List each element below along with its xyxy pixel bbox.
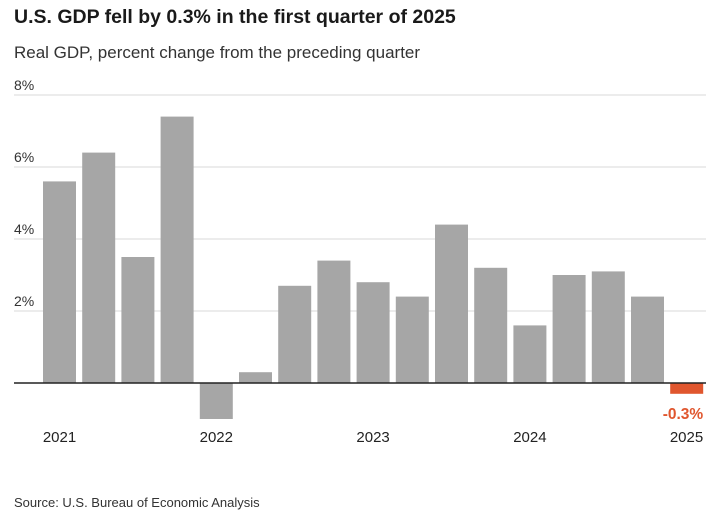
bar-2022-q1 [199, 383, 233, 419]
bar-2024-q4 [631, 296, 664, 383]
bar-2024-q3 [591, 271, 625, 383]
bar-2022-q2 [239, 372, 272, 383]
bar-2023-q1 [356, 282, 390, 383]
bar-2023-q2 [395, 296, 429, 383]
bar-2021-q4 [160, 116, 194, 383]
bars [14, 116, 706, 419]
source-note: Source: U.S. Bureau of Economic Analysis [14, 495, 260, 510]
x-tick-label-2021: 2021 [43, 429, 76, 446]
x-tick-label-2023: 2023 [356, 429, 389, 446]
bar-2025-q1 [670, 383, 704, 394]
y-tick-label: 6% [14, 149, 34, 165]
bar-2021-q1 [43, 181, 76, 383]
y-tick-label: 2% [14, 293, 34, 309]
bar-2023-q3 [435, 224, 468, 383]
x-tick-label-2025: 2025 [670, 429, 703, 446]
bar-2022-q4 [317, 260, 351, 383]
chart-title: U.S. GDP fell by 0.3% in the first quart… [14, 6, 456, 28]
y-tick-label: 8% [14, 77, 34, 93]
gdp-bar-chart: 8% 6% 4% 2% 2021 2022 2023 2024 2025 -0.3% [14, 77, 706, 446]
chart-subtitle: Real GDP, percent change from the preced… [14, 43, 421, 62]
bar-2021-q3 [121, 257, 155, 383]
bar-2024-q2 [552, 275, 586, 383]
x-tick-label-2024: 2024 [513, 429, 546, 446]
value-callout: -0.3% [663, 406, 704, 423]
bar-2021-q2 [82, 152, 116, 383]
y-tick-label: 4% [14, 221, 34, 237]
bar-2022-q3 [278, 285, 312, 383]
x-tick-label-2022: 2022 [200, 429, 233, 446]
bar-2023-q4 [474, 267, 508, 383]
axis-labels: 8% 6% 4% 2% 2021 2022 2023 2024 2025 -0.3% [14, 77, 703, 446]
bar-2024-q1 [513, 325, 547, 383]
